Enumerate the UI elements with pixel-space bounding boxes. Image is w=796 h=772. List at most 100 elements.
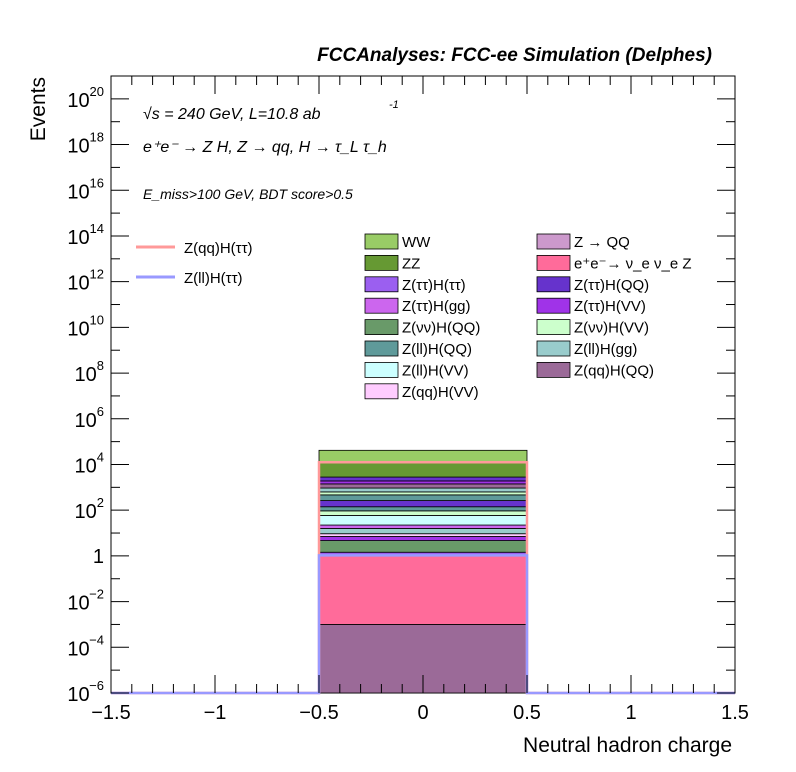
x-axis-title: Neutral hadron charge	[523, 734, 732, 757]
legend-backgrounds: WW ZZ Z(ττ)H(ττ) Z(ττ)H(gg) Z(νν)H(QQ) Z(ll)H…	[364, 233, 692, 401]
x-tick-label: 0	[417, 702, 428, 724]
y-tick-base: 10	[67, 593, 89, 615]
legend-label: Z(qq)H(ττ)	[184, 240, 253, 257]
y-tick-label: 810	[75, 358, 104, 386]
y-tick-label: −210	[67, 587, 104, 615]
stacked-histogram	[318, 449, 528, 694]
y-tick-base: 10	[67, 318, 89, 340]
y-tick-exponent: 10	[90, 312, 104, 327]
stack-bar-11	[318, 500, 528, 508]
stack-bar-1	[318, 554, 528, 625]
y-tick-base: 10	[67, 227, 89, 249]
legend-label: Z(ll)H(QQ)	[402, 341, 472, 358]
y-tick-exponent: −6	[89, 678, 104, 693]
legend-swatch	[364, 254, 399, 271]
legend-entry: Z(qq)H(QQ)	[536, 361, 654, 379]
legend-label: Z(ττ)H(ττ)	[402, 277, 466, 294]
y-tick-exponent: 2	[97, 495, 104, 510]
y-tick-exponent: 20	[90, 84, 104, 99]
y-tick-exponent: 4	[97, 449, 104, 464]
legend-entry: Z(νν)H(VV)	[536, 319, 649, 337]
y-tick-exponent: −2	[89, 587, 104, 602]
y-tick-exponent: 14	[90, 221, 104, 236]
signal-lines	[111, 460, 735, 695]
y-tick-label: 610	[75, 404, 104, 432]
y-tick-exponent: 16	[90, 175, 104, 190]
y-tick-base: 10	[67, 684, 89, 706]
x-tick-label: −1.5	[91, 702, 130, 724]
legend-swatch	[536, 319, 571, 336]
x-tick-label: 0.5	[513, 702, 541, 724]
y-tick-label: 410	[75, 449, 104, 477]
legend-entry: ZZ	[364, 254, 420, 272]
legend-entry: Z(ll)H(ττ)	[136, 270, 243, 287]
y-tick-base: 10	[67, 638, 89, 660]
selection-annotation: E_miss>100 GeV, BDT score>0.5	[143, 186, 353, 202]
x-tick-label: 1	[625, 702, 636, 724]
process-annotation: e⁺e⁻ → Z H, Z → qq, H → τ_L τ_h	[143, 139, 387, 156]
stack-bar-7	[318, 524, 528, 529]
legend-label: Z(qq)H(QQ)	[574, 362, 654, 379]
legend-entry: Z(νν)H(QQ)	[364, 319, 480, 337]
x-tick-label: −1	[204, 702, 227, 724]
y-tick-base: 10	[75, 410, 97, 432]
legend-entry: Z → QQ	[536, 233, 630, 251]
legend-label: Z(ll)H(gg)	[574, 341, 637, 358]
y-tick-base: 1	[93, 546, 104, 568]
legend-swatch	[536, 361, 571, 378]
stack-bar-9	[318, 510, 528, 516]
legend-label: ZZ	[402, 255, 420, 272]
y-tick-base: 10	[67, 136, 89, 158]
legend-label: WW	[402, 234, 431, 251]
y-tick-exponent: −4	[89, 632, 104, 647]
legend-swatch	[536, 233, 571, 250]
legend-label: Z(ττ)H(gg)	[402, 298, 471, 315]
legend-label: Z(νν)H(QQ)	[402, 320, 480, 337]
legend-label: Z → QQ	[574, 234, 630, 251]
legend-swatch	[364, 383, 399, 400]
legend-swatch	[364, 340, 399, 357]
legend-entry: Z(qq)H(ττ)	[136, 240, 253, 257]
y-tick-base: 10	[67, 273, 89, 295]
legend-signal: Z(qq)H(ττ) Z(ll)H(ττ)	[136, 240, 253, 287]
stack-bar-6	[318, 528, 528, 535]
signal-line-1	[111, 554, 735, 695]
stack-bar-12	[318, 494, 528, 501]
y-tick-label: −410	[67, 632, 104, 660]
legend-swatch	[364, 297, 399, 314]
legend-label: Z(ll)H(VV)	[402, 362, 469, 379]
y-tick-base: 10	[75, 501, 97, 523]
y-tick-exponent: 6	[97, 404, 104, 419]
stack-bar-15	[318, 483, 528, 489]
legend-entry: Z(ll)H(QQ)	[364, 340, 472, 358]
legend-entry: Z(ll)H(VV)	[364, 361, 469, 379]
stack-bar-13	[318, 491, 528, 496]
y-tick-base: 10	[67, 90, 89, 112]
legend-swatch	[536, 340, 571, 357]
legend-label: Z(ττ)H(VV)	[574, 298, 646, 315]
sqrt-symbol: √s = 240 GeV, L=10.8 ab	[143, 106, 321, 123]
energy-annotation-exponent: -1	[389, 99, 399, 111]
legend-entry: Z(ττ)H(ττ)	[364, 276, 466, 294]
chart-title: FCCAnalyses: FCC-ee Simulation (Delphes)	[317, 45, 712, 66]
legend-swatch	[364, 361, 399, 378]
legend-label: e⁺e⁻→ ν_e ν_e Z	[574, 255, 692, 272]
y-tick-label: 1	[93, 546, 104, 568]
annotations: √s = 240 GeV, L=10.8 ab -1 e⁺e⁻ → Z H, Z…	[143, 99, 399, 202]
y-tick-exponent: 8	[97, 358, 104, 373]
stack-bar-16	[318, 480, 528, 485]
stack-bar-18	[318, 461, 528, 478]
x-tick-label: 1.5	[721, 702, 749, 724]
legend-entry: Z(ττ)H(QQ)	[536, 276, 649, 294]
legend-swatch	[364, 319, 399, 336]
y-axis-ticks: −610−410−2101210410610810101012101410161…	[67, 75, 735, 706]
y-tick-base: 10	[67, 181, 89, 203]
legend-swatch	[536, 276, 571, 293]
